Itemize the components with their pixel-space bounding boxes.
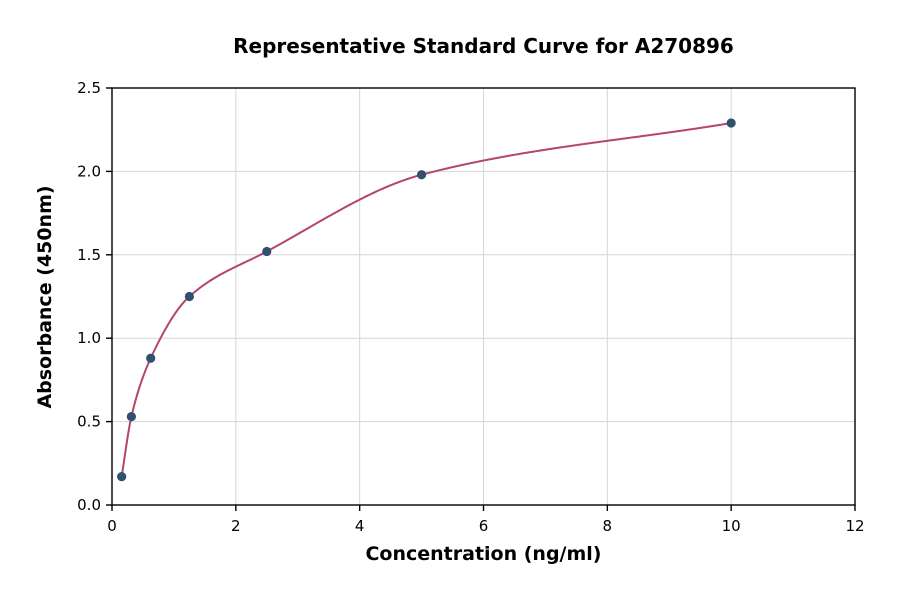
y-tick-label: 2.5 [77, 79, 101, 97]
chart-title: Representative Standard Curve for A27089… [233, 34, 734, 58]
fit-curve [120, 122, 732, 477]
x-tick-label: 4 [355, 517, 365, 535]
data-point [146, 353, 156, 363]
x-axis-label: Concentration (ng/ml) [365, 543, 602, 565]
tick-marks [106, 87, 856, 511]
x-tick-label: 10 [722, 517, 741, 535]
data-point [262, 246, 272, 257]
x-tick-label: 8 [603, 517, 613, 535]
x-tick-labels: 0 2 4 6 8 10 12 [107, 517, 864, 535]
data-point [184, 291, 194, 302]
x-tick-label: 0 [107, 517, 117, 535]
y-axis-label: Absorbance (450nm) [34, 185, 56, 409]
x-tick-label: 6 [479, 517, 489, 535]
y-tick-label: 0.5 [77, 413, 101, 431]
data-point [416, 170, 427, 180]
x-tick-label: 12 [845, 517, 864, 535]
data-point [726, 118, 736, 128]
y-tick-label: 2.0 [77, 162, 101, 180]
x-tick-label: 2 [231, 517, 241, 535]
gridlines [111, 87, 856, 506]
y-tick-label: 1.5 [77, 246, 101, 264]
y-tick-labels: 0.0 0.5 1.0 1.5 2.0 2.5 [77, 79, 101, 514]
y-tick-label: 0.0 [77, 496, 101, 514]
data-point [117, 472, 127, 482]
data-points [117, 118, 736, 482]
y-tick-label: 1.0 [77, 329, 101, 347]
data-point [126, 411, 136, 422]
